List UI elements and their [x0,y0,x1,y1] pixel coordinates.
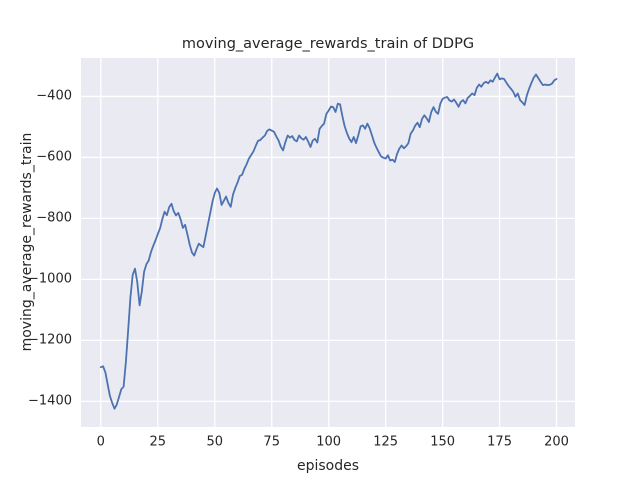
x-tick-label: 200 [544,434,569,450]
x-axis-label: episodes [296,458,360,474]
y-axis-label: moving_average_rewards_train [19,132,35,352]
x-tick-label: 175 [487,434,512,450]
reward-line [99,72,558,410]
y-tick-label: −1000 [28,271,72,287]
y-tick-label: −1400 [28,393,72,409]
x-tick-label: 75 [263,434,280,450]
x-tick-label: 125 [373,434,399,450]
x-tick-label: 50 [206,434,224,450]
x-tick-label: 150 [430,434,456,450]
y-tick-label: −400 [36,88,72,104]
chart-title: moving_average_rewards_train of DDPG [181,36,475,52]
x-tick-label: 25 [149,434,167,450]
y-tick-label: −600 [36,149,72,165]
plot-area [81,58,575,427]
x-tick-label: 100 [316,434,342,450]
y-tick-label: −800 [36,210,72,226]
y-tick-label: −1200 [28,332,72,348]
x-tick-label: 0 [96,434,105,450]
line-chart-svg [81,58,575,427]
